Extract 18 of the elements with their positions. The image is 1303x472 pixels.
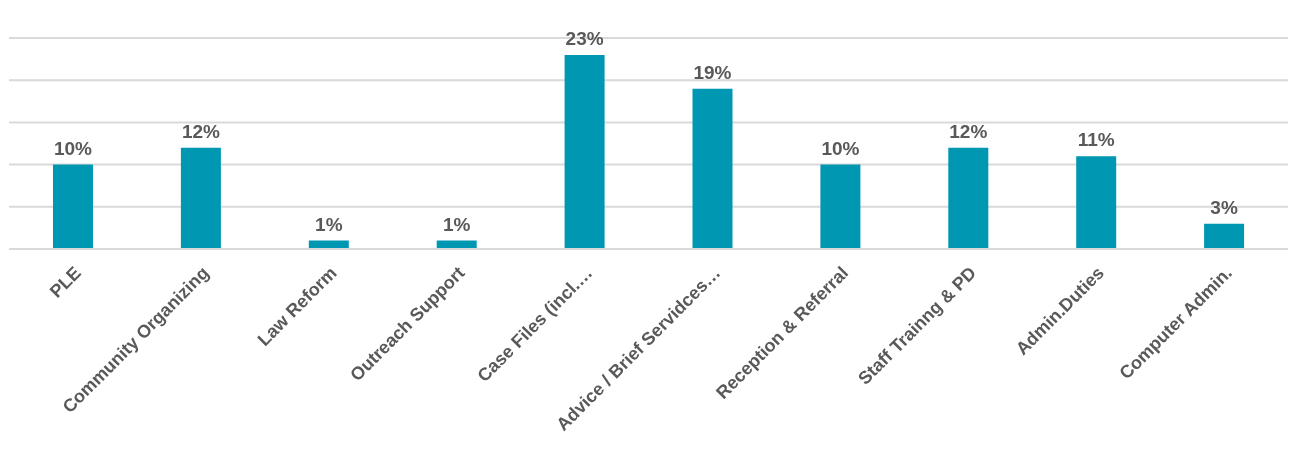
bar: [53, 164, 93, 249]
data-label: 11%: [1077, 129, 1115, 151]
bar: [564, 54, 605, 249]
data-label: 19%: [693, 61, 732, 83]
bar: [1204, 223, 1245, 249]
bar: [1076, 156, 1117, 249]
bar: [820, 164, 861, 249]
data-label: 12%: [949, 120, 988, 142]
data-label: 3%: [1210, 196, 1238, 218]
bar: [692, 88, 733, 249]
data-label: 1%: [442, 213, 471, 235]
data-label: 23%: [565, 27, 604, 49]
data-label: 12%: [181, 120, 221, 142]
bar: [948, 147, 989, 249]
data-label: 1%: [315, 213, 343, 235]
bar: [180, 147, 221, 249]
data-label: 10%: [53, 137, 93, 159]
data-label: 10%: [821, 137, 860, 159]
